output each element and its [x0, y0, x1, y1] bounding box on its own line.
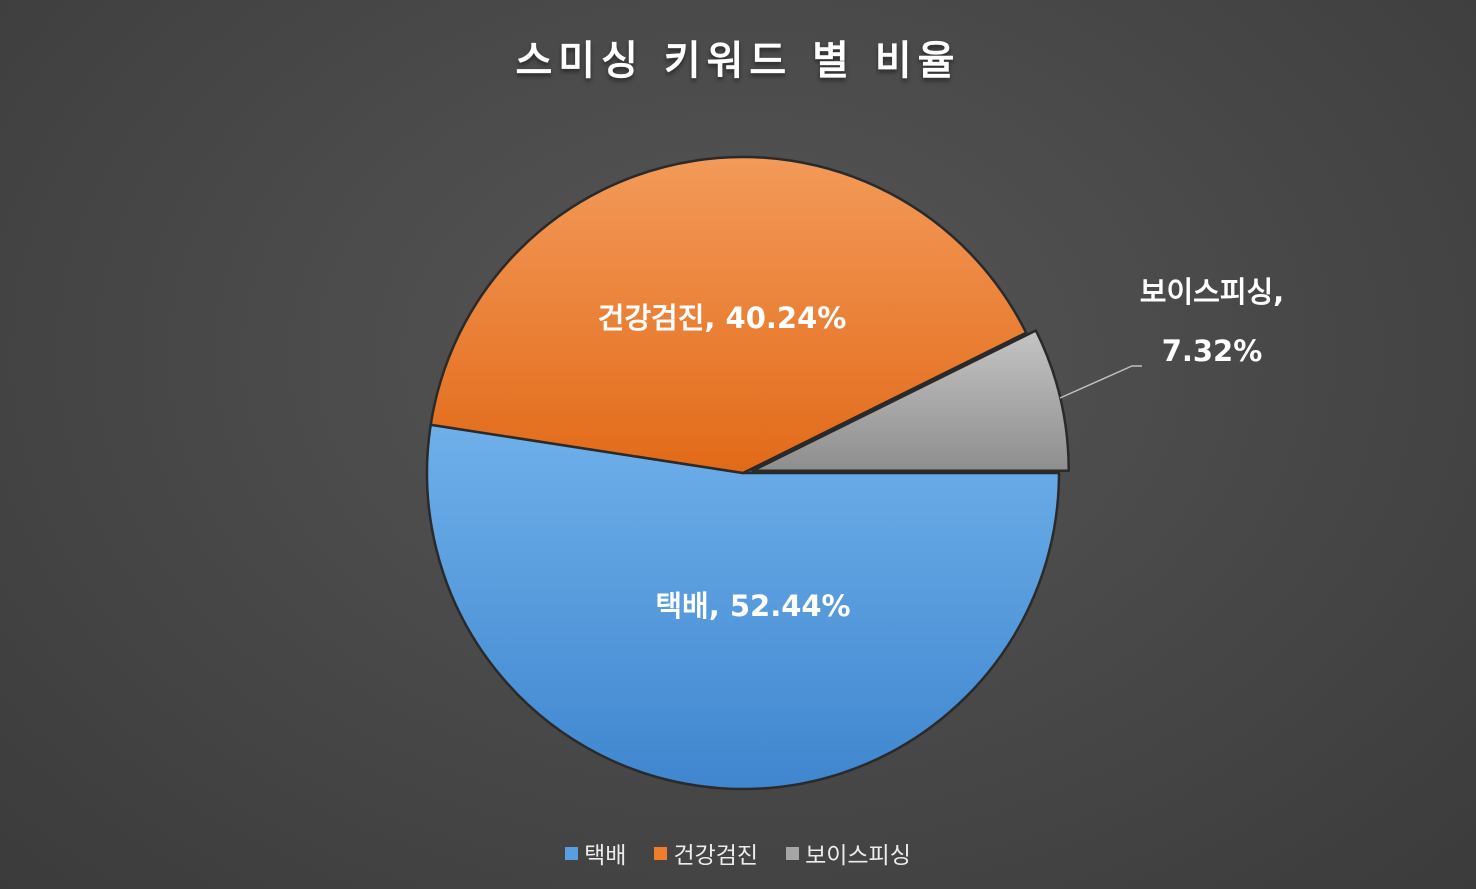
legend-item-0: 택배: [565, 836, 626, 870]
legend: 택배 건강검진 보이스피싱: [0, 836, 1476, 870]
leader-line: [1059, 365, 1142, 399]
legend-item-2: 보이스피싱: [786, 836, 911, 870]
legend-label-0: 택배: [584, 843, 627, 869]
legend-swatch-2: [786, 846, 800, 860]
pie-slice-2: [751, 329, 1070, 472]
data-label-2-line1: 보이스피싱,: [1140, 275, 1284, 309]
legend-label-1: 건강검진: [673, 843, 759, 869]
data-label-0: 택배, 52.44%: [655, 589, 850, 623]
data-label-2-line2: 7.32%: [1162, 334, 1263, 368]
legend-label-2: 보이스피싱: [805, 843, 911, 869]
legend-item-1: 건강검진: [654, 836, 758, 870]
pie-slice-0: [425, 423, 1061, 791]
data-label-1: 건강검진, 40.24%: [598, 301, 847, 335]
legend-swatch-0: [565, 846, 579, 860]
pie-slice-1: [429, 155, 1028, 475]
chart-title: 스미싱 키워드 별 비율: [515, 38, 961, 84]
legend-swatch-1: [654, 846, 668, 860]
